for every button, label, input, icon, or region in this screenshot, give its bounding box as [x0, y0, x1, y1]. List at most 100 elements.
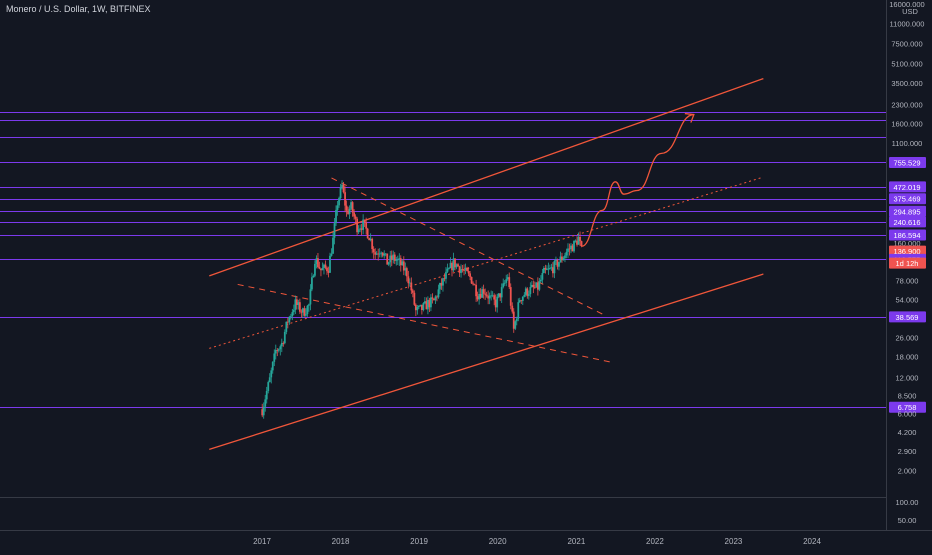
candle-body: [443, 278, 446, 280]
candle-body: [463, 270, 465, 271]
projection-path: [581, 113, 694, 247]
currency-label: USD: [902, 7, 918, 16]
candle-body: [336, 205, 339, 210]
trendline-solid: [209, 77, 764, 277]
level-badge: [889, 401, 926, 413]
candle-body: [512, 311, 515, 329]
candle-body: [460, 269, 462, 273]
price-tick-label: 16000.000: [889, 0, 924, 9]
candle-body: [348, 208, 351, 214]
candle-body: [399, 258, 402, 266]
level-badge: [889, 205, 926, 217]
price-axis[interactable]: 16000.000 11000.000 7500.000 5100.000 3500.0…: [889, 0, 926, 525]
candle-body: [425, 301, 428, 310]
projection: [581, 112, 695, 247]
countdown-label: 1d 12h: [896, 259, 919, 268]
candle-body: [317, 258, 319, 268]
candle-body: [342, 184, 345, 193]
candle-body: [286, 321, 289, 323]
candle-body: [565, 251, 568, 256]
candle-body: [416, 307, 419, 311]
candle-body: [362, 219, 365, 230]
countdown-badge: [889, 257, 926, 269]
candle-body: [488, 295, 491, 299]
candle-body: [524, 288, 527, 295]
candle-body: [333, 223, 336, 238]
candle-body: [437, 289, 440, 298]
candle-body: [461, 269, 464, 271]
level-badge: [889, 229, 926, 241]
candle-body: [427, 299, 429, 310]
candle-body: [470, 276, 473, 284]
price-tick-label: 11000.000: [890, 19, 925, 28]
candle-body: [550, 267, 553, 269]
trendline-dashed: [331, 177, 605, 316]
candle-body: [518, 300, 521, 303]
candle-body: [353, 212, 355, 217]
candle-body: [556, 260, 559, 267]
candle-body: [576, 240, 578, 245]
candle-body: [405, 268, 408, 277]
candle-body: [476, 296, 479, 300]
candle-body: [515, 318, 518, 322]
candle-body: [381, 252, 384, 256]
candle-body: [304, 314, 307, 316]
last-price-badge: [889, 245, 926, 257]
candle-body: [369, 238, 372, 241]
candle-body: [423, 301, 426, 304]
candle-body: [311, 277, 313, 290]
candle-body: [472, 283, 474, 285]
candle-body: [561, 256, 563, 261]
candle-body: [434, 296, 437, 301]
candle-body: [521, 296, 524, 301]
candle-body: [351, 202, 354, 213]
price-tick-label: 8.500: [898, 391, 917, 400]
candle-body: [368, 238, 371, 241]
candle-body: [314, 263, 316, 276]
candle-body: [478, 293, 481, 300]
candle-body: [279, 346, 282, 350]
candle-body: [420, 304, 423, 311]
year-tick-label: 2023: [725, 537, 743, 546]
candle-body: [339, 187, 342, 199]
year-tick-label: 2019: [410, 537, 428, 546]
candle-body: [283, 331, 286, 344]
candle-body: [350, 202, 352, 209]
candle-body: [503, 282, 506, 284]
candle-body: [481, 289, 484, 298]
candle-body: [332, 237, 334, 254]
candle-body: [392, 254, 395, 260]
candle-body: [568, 248, 571, 250]
candle-body: [380, 252, 383, 254]
price-tick-label: 18.000: [896, 352, 919, 361]
candle-body: [564, 255, 566, 259]
candle-body: [454, 258, 456, 268]
candle-body: [329, 255, 331, 273]
candle-body: [267, 382, 270, 391]
candle-body: [363, 219, 366, 222]
candle-body: [502, 283, 505, 288]
candle-body: [505, 279, 508, 283]
time-axis[interactable]: 2017 2018 2019 2020 2021 2022 2023 2024: [253, 537, 821, 546]
volume-tick-label: 50.00: [898, 516, 917, 525]
candle-body: [378, 253, 381, 255]
candle-body: [539, 279, 542, 282]
candle-body: [390, 255, 393, 260]
candle-body: [320, 268, 322, 271]
candle-body: [321, 267, 324, 271]
candle-body: [395, 260, 398, 262]
candle-body: [366, 228, 369, 239]
candle-body: [414, 304, 417, 311]
candle-body: [335, 209, 337, 224]
candle-body: [529, 286, 532, 295]
candle-body: [401, 261, 404, 266]
candle-body: [509, 287, 512, 306]
candle-body: [499, 293, 502, 298]
candle-body: [496, 296, 499, 308]
candle-body: [262, 406, 265, 416]
year-tick-label: 2022: [646, 537, 664, 546]
price-tick-label: 7500.000: [891, 39, 922, 48]
candle-body: [455, 264, 458, 268]
